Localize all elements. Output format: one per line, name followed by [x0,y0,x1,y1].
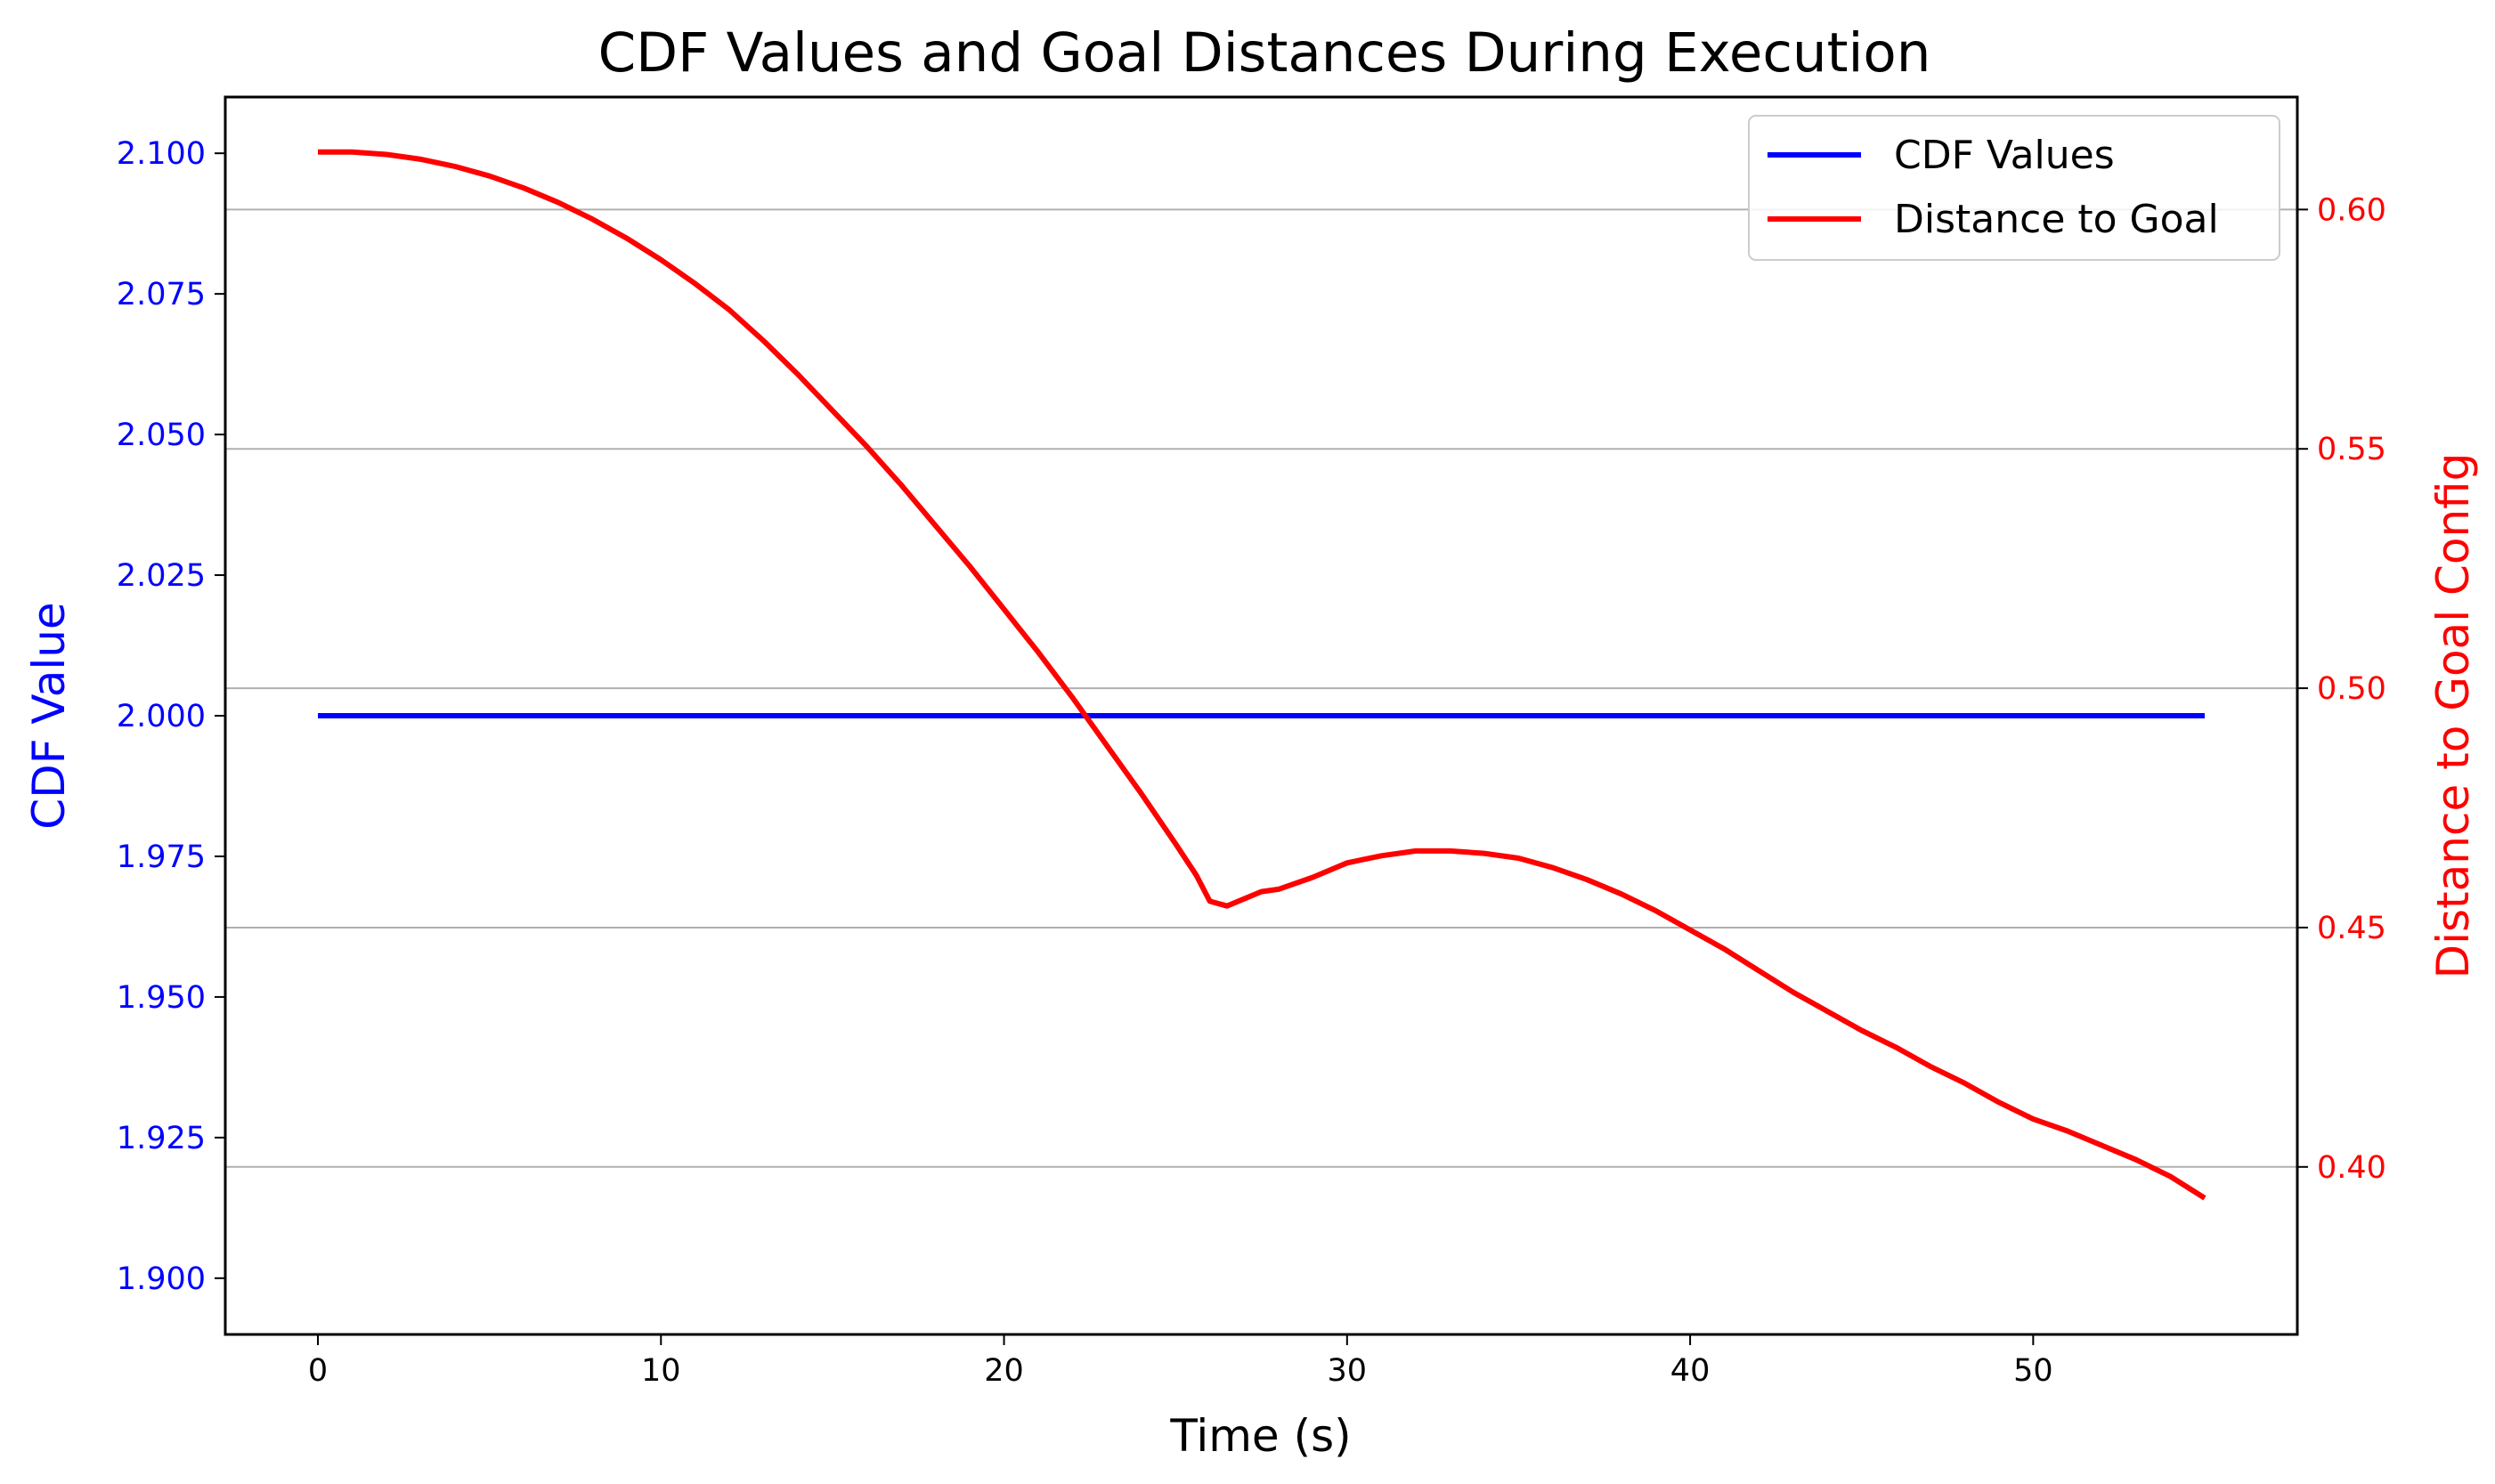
y-right-tick-label-0.55: 0.55 [2317,432,2386,467]
legend-label-distance-to-goal: Distance to Goal [1894,197,2219,242]
y-right-tick-label-0.45: 0.45 [2317,911,2386,946]
y-left-tick-label-2.025: 2.025 [117,558,206,594]
x-tick-label-10: 10 [641,1353,681,1389]
y-axis-left-label: CDF Value [23,602,75,829]
x-tick-label-0: 0 [308,1353,328,1389]
y-axis-right-label: Distance to Goal Config [2427,453,2479,979]
chart-title: CDF Values and Goal Distances During Exe… [598,21,1931,85]
x-tick-label-20: 20 [984,1353,1024,1389]
grid-layer [225,208,2297,1168]
series-layer [318,149,2206,1201]
legend-box [1748,115,2280,261]
x-axis-label: Time (s) [1169,1410,1351,1462]
x-tick-label-50: 50 [2013,1353,2053,1389]
y-left-tick-label-1.925: 1.925 [117,1121,206,1156]
y-right-tick-label-0.60: 0.60 [2317,192,2386,228]
x-tick-label-30: 30 [1328,1353,1368,1389]
y-right-tick-label-0.40: 0.40 [2317,1150,2386,1186]
y-left-tick-label-1.950: 1.950 [117,980,206,1016]
y-left-tick-label-1.900: 1.900 [117,1261,206,1297]
y-right-tick-label-0.50: 0.50 [2317,671,2386,707]
y-left-tick-label-2.075: 2.075 [117,277,206,312]
y-left-tick-label-2.000: 2.000 [117,699,206,734]
legend-label-cdf-values: CDF Values [1894,133,2115,178]
y-left-tick-label-2.100: 2.100 [117,136,206,172]
x-axis: 0 10 20 30 40 50 [308,1334,2053,1389]
series-line-distance-to-goal [318,149,2206,1201]
x-tick-label-40: 40 [1670,1353,1711,1389]
legend: CDF Values Distance to Goal [1748,115,2280,261]
y-left-tick-label-2.050: 2.050 [117,418,206,453]
y-axis-left: 1.900 1.925 1.950 1.975 2.000 2.025 2.050 2.075… [117,136,225,1297]
y-axis-right: 0.40 0.45 0.50 0.55 0.60 [2297,192,2386,1186]
y-left-tick-label-1.975: 1.975 [117,839,206,875]
